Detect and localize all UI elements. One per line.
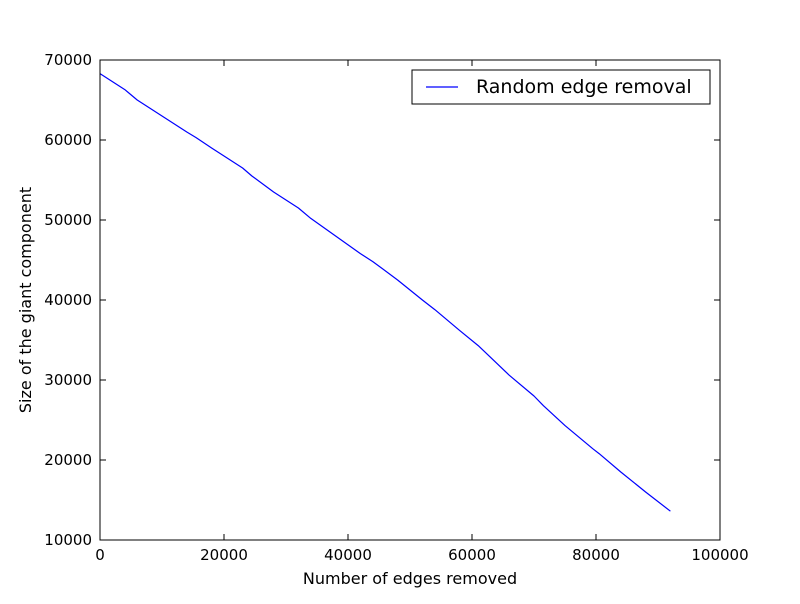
plot-frame	[99, 59, 721, 541]
y-axis-label: Size of the giant component	[16, 187, 35, 413]
x-tick-label: 0	[95, 546, 105, 564]
ticks-layer: 0 20000 40000 60000 80000 100000 10000 20000 300…	[44, 51, 748, 564]
series-line-0	[99, 73, 671, 512]
x-tick-label: 20000	[200, 546, 248, 564]
y-tick-label: 70000	[44, 51, 92, 69]
y-tick-label: 60000	[44, 131, 92, 149]
y-tick-label: 40000	[44, 291, 92, 309]
x-axis-label: Number of edges removed	[303, 569, 517, 588]
legend-box	[411, 69, 711, 105]
legend-label: Random edge removal	[476, 76, 692, 98]
y-tick-label: 20000	[44, 451, 92, 469]
y-tick-label: 50000	[44, 211, 92, 229]
x-tick-label: 40000	[324, 546, 372, 564]
x-tick-label: 80000	[572, 546, 620, 564]
y-tick-label: 10000	[44, 531, 92, 549]
y-tick-label: 30000	[44, 371, 92, 389]
series-layer	[99, 73, 671, 512]
x-tick-label: 60000	[448, 546, 496, 564]
x-tick-label: 100000	[691, 546, 748, 564]
legend: Random edge removal	[411, 69, 711, 105]
